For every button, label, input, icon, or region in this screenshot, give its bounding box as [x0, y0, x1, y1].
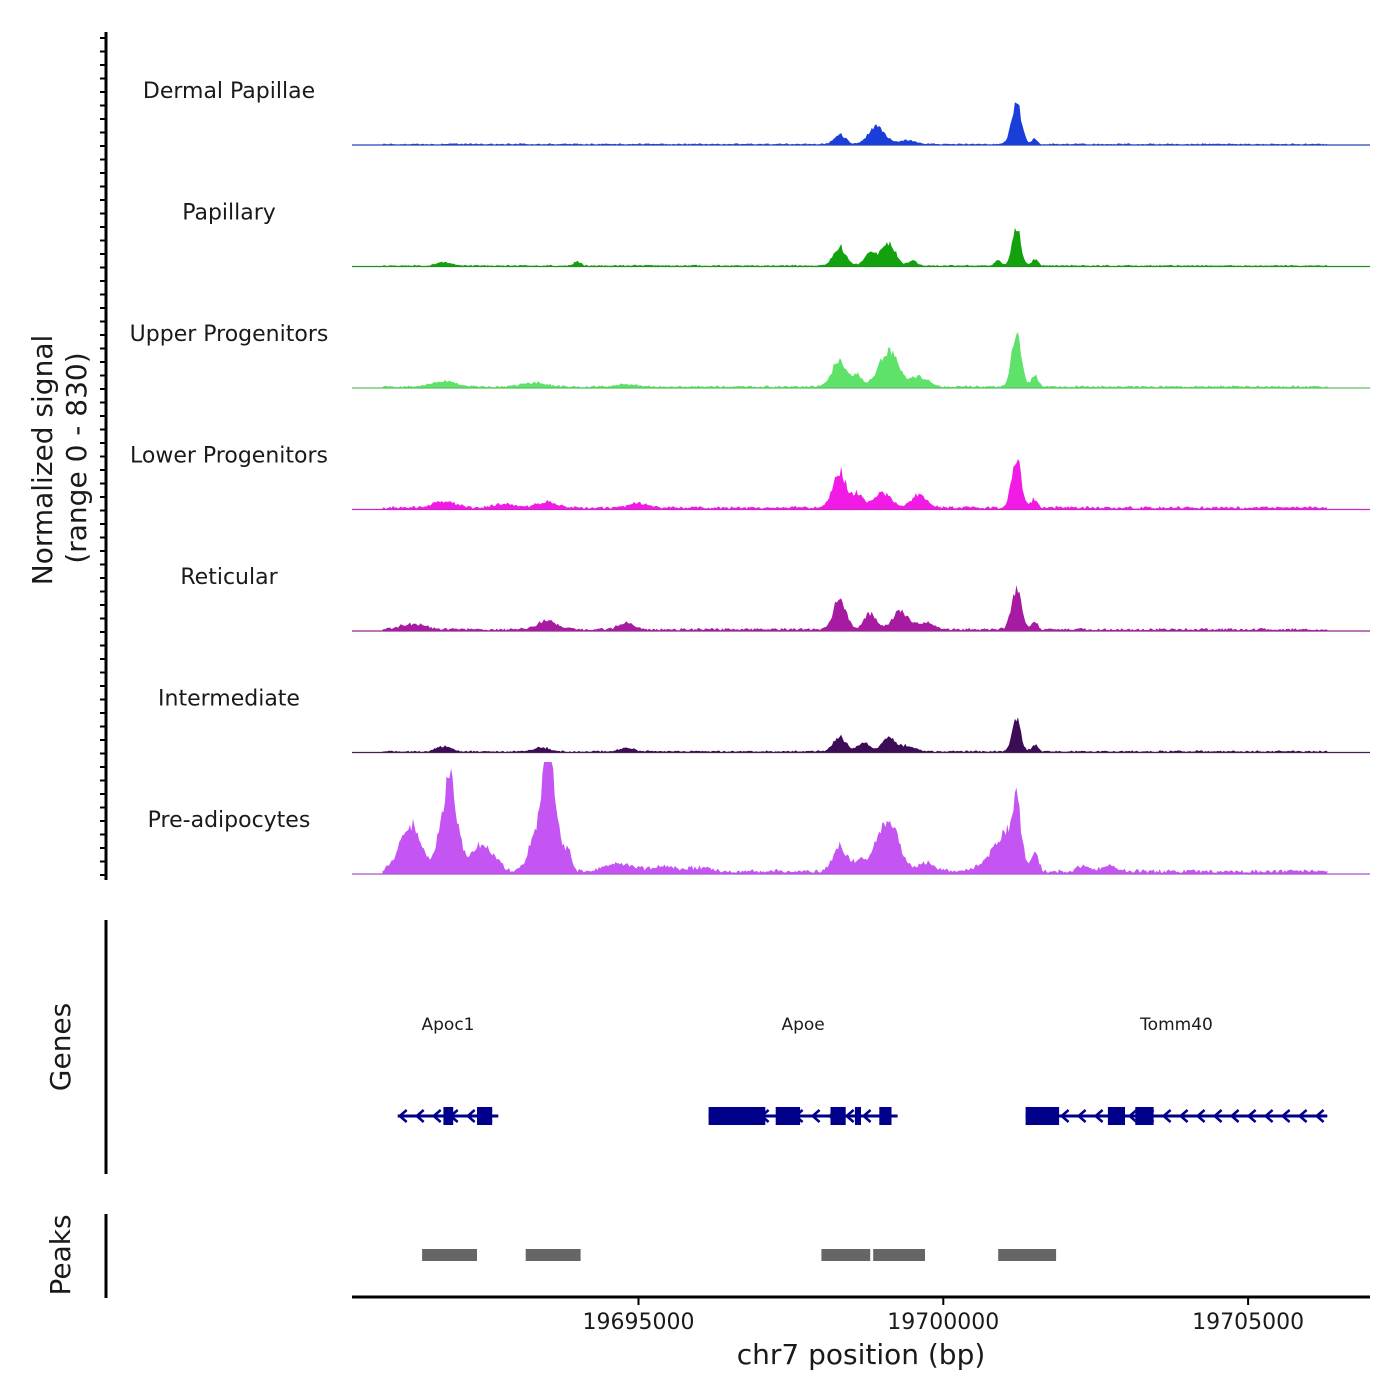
y-axis-range-label: (range 0 - 830): [60, 352, 93, 563]
x-axis-label: chr7 position (bp): [737, 1338, 986, 1371]
coverage-area: [382, 585, 1328, 631]
coverage-area: [382, 227, 1328, 267]
strand-arrow-icon: [844, 1109, 855, 1123]
peak-region: [873, 1249, 925, 1261]
strand-arrow-icon: [1212, 1109, 1223, 1123]
track-label: Pre-adipocytes: [148, 808, 311, 833]
gene-exon: [1025, 1107, 1060, 1125]
peak-region: [525, 1249, 581, 1261]
x-tick-label: 19700000: [887, 1310, 999, 1335]
coverage-area: [382, 102, 1328, 145]
track-label: Intermediate: [158, 687, 300, 712]
track-label: Papillary: [182, 201, 276, 226]
track-label: Dermal Papillae: [143, 79, 315, 104]
genes-panel-label: Genes: [44, 1003, 77, 1091]
gene-exon: [879, 1107, 892, 1125]
track-label: Upper Progenitors: [130, 322, 329, 347]
strand-arrow-icon: [465, 1109, 476, 1123]
y-axis: [100, 32, 108, 880]
strand-arrow-icon: [431, 1109, 442, 1123]
coverage-area: [382, 332, 1328, 388]
coverage-tracks: Dermal Papillae Papillary Upper Progenitor…: [130, 79, 1370, 875]
gene-exon: [708, 1107, 766, 1125]
gene-track: Apoc1 Apoe Tomm40: [397, 1015, 1328, 1125]
track-label: Reticular: [180, 565, 278, 590]
gene-label: Apoc1: [422, 1015, 475, 1035]
peaks-panel-label: Peaks: [44, 1214, 77, 1295]
peak-track: [422, 1249, 1057, 1261]
gene-label: Tomm40: [1139, 1015, 1213, 1035]
strand-arrow-icon: [1263, 1109, 1274, 1123]
coverage-area: [382, 762, 1328, 874]
gene-exon: [830, 1107, 846, 1125]
strand-arrow-icon: [1127, 1109, 1138, 1123]
strand-arrow-icon: [397, 1109, 408, 1123]
strand-arrow-icon: [1229, 1109, 1240, 1123]
strand-arrow-icon: [1195, 1109, 1206, 1123]
strand-arrow-icon: [1161, 1109, 1172, 1123]
x-tick-label: 19695000: [583, 1310, 695, 1335]
coverage-area: [382, 717, 1328, 753]
peak-region: [422, 1249, 477, 1261]
strand-arrow-icon: [810, 1109, 821, 1123]
gene-exon: [477, 1107, 493, 1125]
strand-arrow-icon: [1297, 1109, 1308, 1123]
strand-arrow-icon: [1178, 1109, 1189, 1123]
strand-arrow-icon: [1314, 1109, 1325, 1123]
strand-arrow-icon: [1246, 1109, 1257, 1123]
strand-arrow-icon: [1059, 1109, 1070, 1123]
strand-arrow-icon: [1076, 1109, 1087, 1123]
gene-exon: [1135, 1107, 1154, 1125]
peak-region: [821, 1249, 871, 1261]
strand-arrow-icon: [861, 1109, 872, 1123]
track-label: Lower Progenitors: [130, 444, 328, 469]
x-tick-label: 19705000: [1192, 1310, 1304, 1335]
coverage-area: [382, 459, 1328, 510]
strand-arrow-icon: [1093, 1109, 1104, 1123]
gene-exon: [854, 1107, 861, 1125]
gene-exon: [1107, 1107, 1125, 1125]
gene-exon: [775, 1107, 801, 1125]
strand-arrow-icon: [1280, 1109, 1291, 1123]
peak-region: [998, 1249, 1057, 1261]
strand-arrow-icon: [414, 1109, 425, 1123]
y-axis-label: Normalized signal: [26, 335, 59, 586]
gene-label: Apoe: [781, 1015, 824, 1035]
x-axis-ticks: 19695000 19700000 19705000: [583, 1297, 1304, 1335]
gene-exon: [443, 1107, 454, 1125]
